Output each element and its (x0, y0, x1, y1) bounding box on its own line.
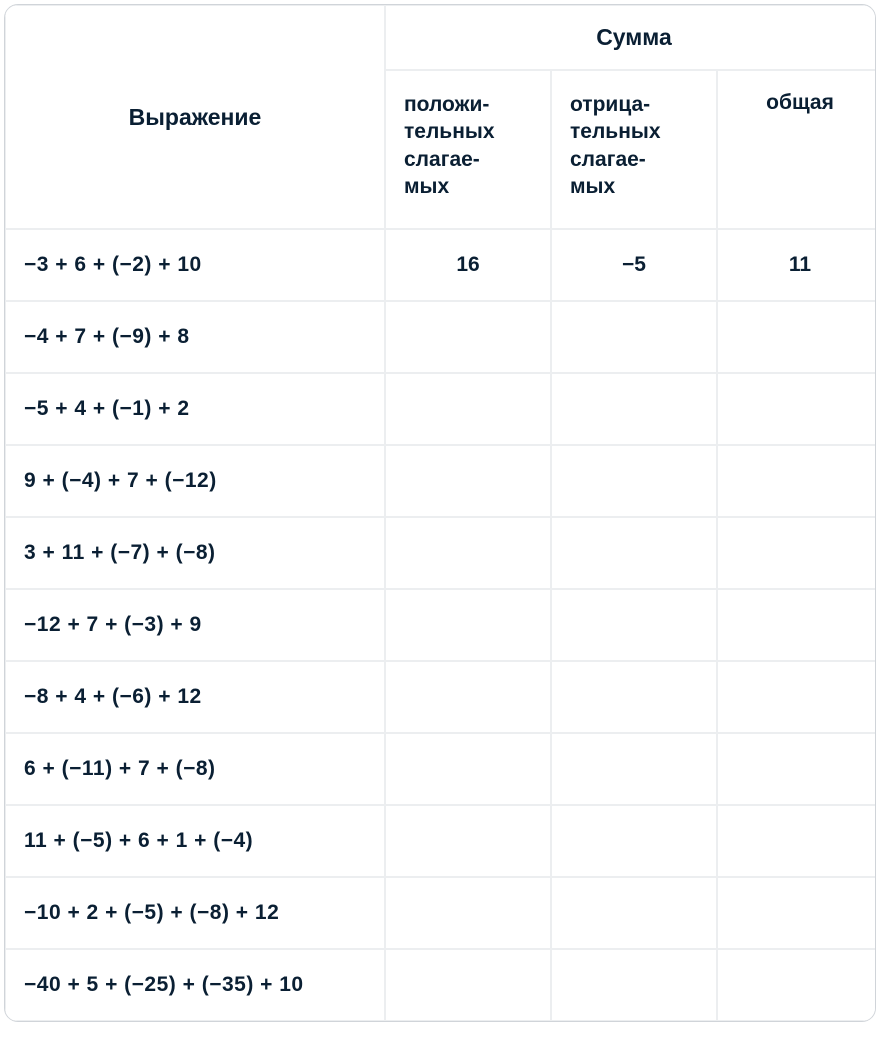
total-cell (717, 301, 876, 373)
positive-cell (385, 733, 551, 805)
negative-cell (551, 445, 717, 517)
total-cell (717, 517, 876, 589)
positive-cell (385, 445, 551, 517)
positive-cell (385, 589, 551, 661)
positive-cell: 16 (385, 229, 551, 301)
total-cell (717, 589, 876, 661)
total-cell (717, 445, 876, 517)
expression-cell: 6 + (−11) + 7 + (−8) (5, 733, 385, 805)
total-cell (717, 661, 876, 733)
positive-cell (385, 949, 551, 1021)
table-row: 3 + 11 + (−7) + (−8) (5, 517, 876, 589)
expression-cell: 9 + (−4) + 7 + (−12) (5, 445, 385, 517)
sum-group-header: Сумма (385, 5, 876, 70)
table-header: Выражение Сумма положи-тельных слагае-мы… (5, 5, 876, 229)
total-cell (717, 805, 876, 877)
negative-cell (551, 805, 717, 877)
positive-column-header: положи-тельных слагае-мых (385, 70, 551, 229)
expression-cell: −10 + 2 + (−5) + (−8) + 12 (5, 877, 385, 949)
table-row: −4 + 7 + (−9) + 8 (5, 301, 876, 373)
table-row: −8 + 4 + (−6) + 12 (5, 661, 876, 733)
positive-cell (385, 661, 551, 733)
expression-cell: −40 + 5 + (−25) + (−35) + 10 (5, 949, 385, 1021)
positive-cell (385, 301, 551, 373)
total-cell (717, 949, 876, 1021)
negative-cell (551, 373, 717, 445)
table-row: 9 + (−4) + 7 + (−12) (5, 445, 876, 517)
expression-cell: 3 + 11 + (−7) + (−8) (5, 517, 385, 589)
expression-cell: −3 + 6 + (−2) + 10 (5, 229, 385, 301)
positive-cell (385, 373, 551, 445)
expression-cell: −12 + 7 + (−3) + 9 (5, 589, 385, 661)
negative-column-header: отрица-тельных слагае-мых (551, 70, 717, 229)
total-cell (717, 877, 876, 949)
expression-cell: −8 + 4 + (−6) + 12 (5, 661, 385, 733)
table-row: 6 + (−11) + 7 + (−8) (5, 733, 876, 805)
math-table-container: Выражение Сумма положи-тельных слагае-мы… (4, 4, 876, 1022)
negative-cell (551, 733, 717, 805)
negative-cell (551, 301, 717, 373)
expression-cell: −4 + 7 + (−9) + 8 (5, 301, 385, 373)
expression-cell: 11 + (−5) + 6 + 1 + (−4) (5, 805, 385, 877)
table-row: −40 + 5 + (−25) + (−35) + 10 (5, 949, 876, 1021)
table-row: −12 + 7 + (−3) + 9 (5, 589, 876, 661)
negative-cell (551, 949, 717, 1021)
table-row: −10 + 2 + (−5) + (−8) + 12 (5, 877, 876, 949)
positive-cell (385, 877, 551, 949)
total-column-header: общая (717, 70, 876, 229)
total-cell (717, 373, 876, 445)
negative-cell (551, 589, 717, 661)
math-table: Выражение Сумма положи-тельных слагае-мы… (5, 5, 876, 1021)
positive-cell (385, 517, 551, 589)
negative-cell (551, 877, 717, 949)
table-row: −3 + 6 + (−2) + 10 16 −5 11 (5, 229, 876, 301)
negative-cell: −5 (551, 229, 717, 301)
table-body: −3 + 6 + (−2) + 10 16 −5 11 −4 + 7 + (−9… (5, 229, 876, 1021)
positive-cell (385, 805, 551, 877)
table-row: −5 + 4 + (−1) + 2 (5, 373, 876, 445)
total-cell (717, 733, 876, 805)
expression-column-header: Выражение (5, 5, 385, 229)
negative-cell (551, 661, 717, 733)
expression-cell: −5 + 4 + (−1) + 2 (5, 373, 385, 445)
table-row: 11 + (−5) + 6 + 1 + (−4) (5, 805, 876, 877)
negative-cell (551, 517, 717, 589)
total-cell: 11 (717, 229, 876, 301)
table-header-row-1: Выражение Сумма (5, 5, 876, 70)
